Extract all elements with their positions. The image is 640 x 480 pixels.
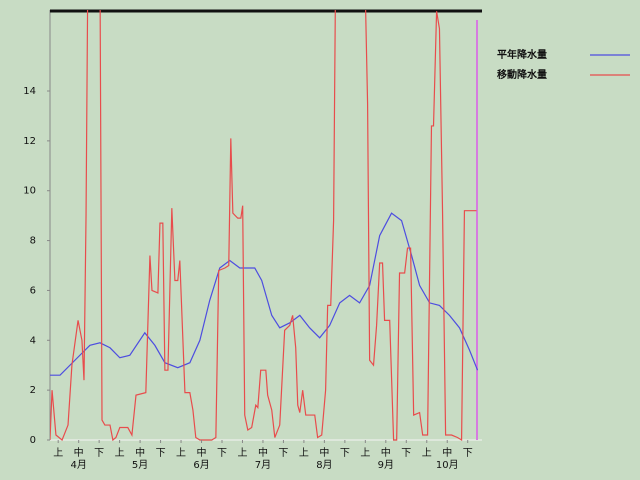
y-tick-label: 12 (23, 136, 36, 147)
x-tick-label: 上 (53, 447, 63, 459)
legend-label: 平年降水量 (497, 48, 547, 61)
x-tick-label: 中 (381, 446, 391, 459)
x-tick-label: 上 (176, 447, 186, 459)
y-tick-label: 8 (30, 236, 36, 247)
x-tick-label: 下 (217, 448, 227, 459)
y-tick-label: 10 (23, 186, 36, 197)
month-label: 5月 (132, 459, 148, 471)
x-tick-label: 上 (422, 447, 432, 459)
month-label: 6月 (193, 459, 209, 471)
x-tick-label: 上 (237, 447, 247, 459)
x-tick-label: 中 (197, 446, 207, 459)
legend-label: 移動降水量 (497, 68, 547, 81)
x-tick-label: 上 (115, 447, 125, 459)
x-tick-label: 下 (278, 448, 288, 459)
y-tick-label: 4 (30, 335, 36, 346)
x-tick-label: 上 (299, 447, 309, 459)
y-tick-label: 0 (30, 435, 36, 446)
month-label: 10月 (436, 459, 459, 471)
x-tick-label: 下 (340, 448, 350, 459)
x-tick-label: 中 (442, 446, 452, 459)
month-label: 9月 (378, 459, 394, 471)
x-tick-label: 中 (135, 446, 145, 459)
series-line (50, 10, 477, 442)
x-tick-label: 下 (94, 448, 104, 459)
y-tick-label: 6 (30, 285, 36, 296)
y-tick-label: 14 (23, 86, 36, 97)
y-tick-label: 2 (30, 385, 36, 396)
month-label: 8月 (316, 459, 332, 471)
x-tick-label: 上 (360, 447, 370, 459)
month-label: 4月 (70, 459, 86, 471)
x-tick-label: 中 (319, 446, 329, 459)
x-tick-label: 中 (74, 446, 84, 459)
x-tick-label: 下 (463, 448, 473, 459)
series-line (50, 212, 479, 376)
month-label: 7月 (255, 459, 271, 471)
x-tick-label: 中 (258, 446, 268, 459)
x-tick-label: 下 (156, 448, 166, 459)
x-tick-label: 下 (401, 448, 411, 459)
